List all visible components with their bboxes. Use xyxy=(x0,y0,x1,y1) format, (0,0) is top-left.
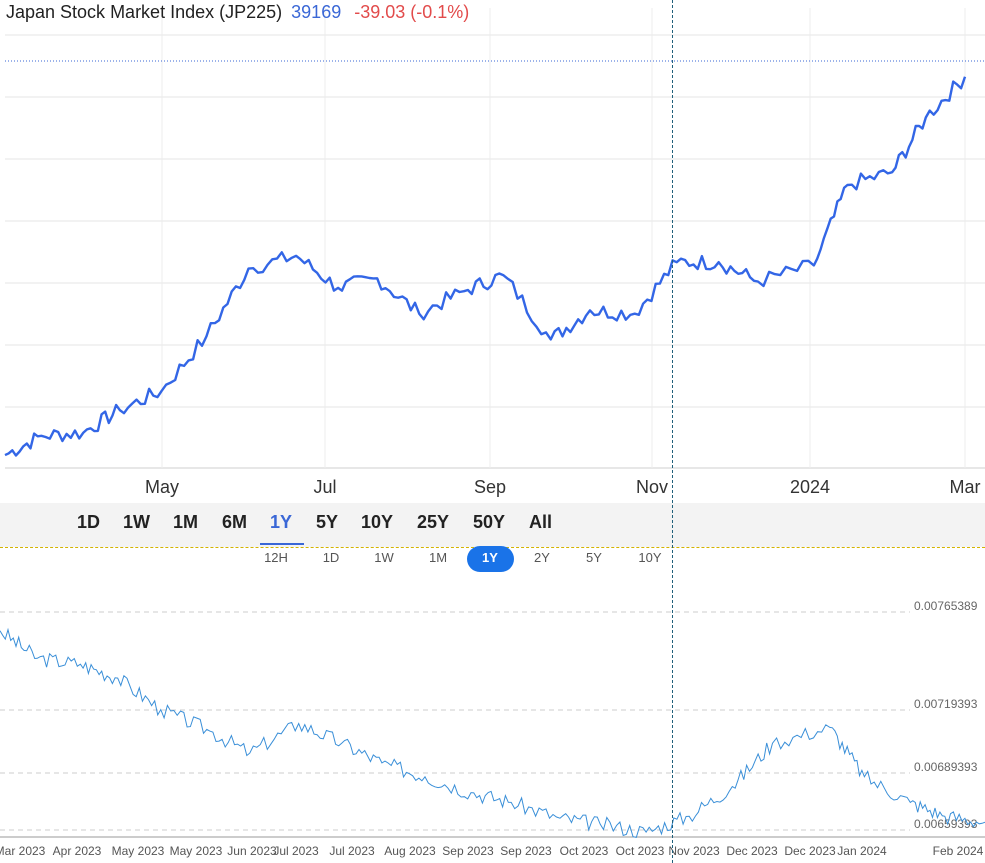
bottom-x-tick-label: Dec 2023 xyxy=(784,844,836,858)
top-grid xyxy=(5,8,985,469)
bottom-x-tick-label: May 2023 xyxy=(112,844,165,858)
bottom-x-tick-label: Oct 2023 xyxy=(560,844,609,858)
sub-range-button-2y[interactable]: 2Y xyxy=(534,550,550,565)
bottom-x-tick-label: Nov 2023 xyxy=(668,844,720,858)
top-x-tick-label: Jul xyxy=(313,477,336,497)
bottom-x-tick-label: Oct 2023 xyxy=(616,844,665,858)
bottom-series-line xyxy=(0,627,985,838)
bottom-x-tick-label: Jul 2023 xyxy=(329,844,375,858)
sub-range-button-12h[interactable]: 12H xyxy=(264,550,288,565)
bottom-x-tick-label: Apr 2023 xyxy=(53,844,102,858)
index-title: Japan Stock Market Index (JP225) xyxy=(6,2,283,22)
index-price: 39169 xyxy=(291,2,342,22)
main-price-chart[interactable]: May Jul Sep Nov 2024 Mar xyxy=(0,0,985,503)
bottom-x-tick-label: Jun 2023 xyxy=(227,844,277,858)
range-button-1m[interactable]: 1M xyxy=(173,512,199,532)
top-x-tick-label: May xyxy=(145,477,179,497)
bottom-x-tick-label: Feb 2024 xyxy=(933,844,984,858)
top-x-tick-label: Mar xyxy=(950,477,981,497)
range-button-6m[interactable]: 6M xyxy=(222,512,248,532)
top-x-tick-label: 2024 xyxy=(790,477,830,497)
range-button-all[interactable]: All xyxy=(529,512,553,532)
range-button-5y[interactable]: 5Y xyxy=(316,512,339,532)
range-button-1w[interactable]: 1W xyxy=(123,512,150,532)
range-button-25y[interactable]: 25Y xyxy=(417,512,450,532)
bottom-y-tick-label: 0.00659393 xyxy=(914,817,978,831)
sub-range-button-1m[interactable]: 1M xyxy=(428,550,448,565)
bottom-x-tick-label: Jan 2024 xyxy=(837,844,887,858)
bottom-x-tick-label: Aug 2023 xyxy=(384,844,436,858)
range-active-underline xyxy=(260,543,304,545)
sub-range-button-5y[interactable]: 5Y xyxy=(586,550,602,565)
top-x-tick-label: Nov xyxy=(636,477,668,497)
sub-range-button-10y[interactable]: 10Y xyxy=(638,550,662,565)
bottom-x-tick-label: Sep 2023 xyxy=(442,844,494,858)
bottom-y-tick-label: 0.00765389 xyxy=(914,599,978,613)
crosshair-vertical-line xyxy=(672,0,673,863)
index-change: -39.03 (-0.1%) xyxy=(354,2,470,22)
bottom-x-tick-label: May 2023 xyxy=(170,844,223,858)
range-button-50y[interactable]: 50Y xyxy=(473,512,506,532)
bottom-x-tick-label: Dec 2023 xyxy=(726,844,778,858)
sub-range-button-1w[interactable]: 1W xyxy=(374,550,394,565)
sub-range-button-1d[interactable]: 1D xyxy=(322,550,340,565)
range-selector-bar xyxy=(0,503,985,547)
bottom-y-tick-label: 0.00689393 xyxy=(914,760,978,774)
chart-header: Japan Stock Market Index (JP225) 39169 -… xyxy=(6,2,469,23)
range-button-10y[interactable]: 10Y xyxy=(361,512,394,532)
range-button-1y[interactable]: 1Y xyxy=(270,512,293,532)
bottom-x-tick-label: Jul 2023 xyxy=(273,844,319,858)
bottom-y-tick-label: 0.00719393 xyxy=(914,697,978,711)
range-button-1d[interactable]: 1D xyxy=(77,512,101,532)
top-series-line xyxy=(4,76,967,457)
bottom-x-tick-label: Mar 2023 xyxy=(0,844,46,858)
bottom-x-tick-label: Sep 2023 xyxy=(500,844,552,858)
top-x-tick-label: Sep xyxy=(474,477,506,497)
sub-range-button-1y[interactable]: 1Y xyxy=(482,550,498,565)
sub-range-active-pill xyxy=(467,546,514,572)
